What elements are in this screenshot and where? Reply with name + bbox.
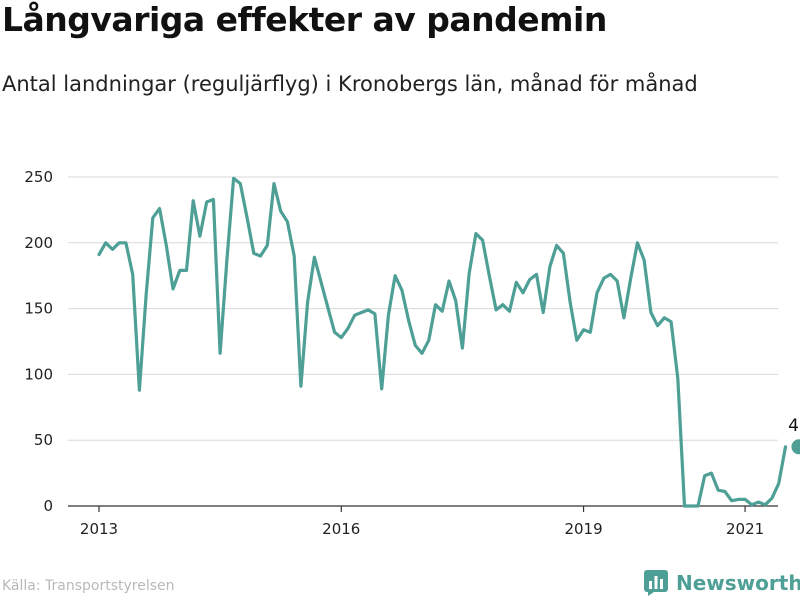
chart-subtitle: Antal landningar (reguljärflyg) i Kronob… <box>2 72 698 96</box>
x-tick-label: 2016 <box>322 520 360 538</box>
y-tick-label: 250 <box>24 168 53 186</box>
series-line <box>97 176 788 508</box>
newsworthy-logo[interactable]: Newsworthy <box>644 568 800 598</box>
newsworthy-logo-text: Newsworthy <box>676 571 800 595</box>
last-value-marker <box>791 439 800 455</box>
x-tick-label: 2021 <box>726 520 764 538</box>
y-tick-label: 200 <box>24 234 53 252</box>
chart-title: Långvariga effekter av pandemin <box>2 0 607 39</box>
newsworthy-logo-icon <box>644 570 668 596</box>
y-tick-label: 100 <box>24 365 53 383</box>
x-tick-label: 2019 <box>564 520 602 538</box>
x-tick-label: 2013 <box>80 520 118 538</box>
y-tick-label: 150 <box>24 300 53 318</box>
y-tick-label: 0 <box>43 497 53 515</box>
last-value-label: 45 <box>788 416 800 436</box>
source-note: Källa: Transportstyrelsen <box>2 578 175 594</box>
y-tick-label: 50 <box>34 431 53 449</box>
